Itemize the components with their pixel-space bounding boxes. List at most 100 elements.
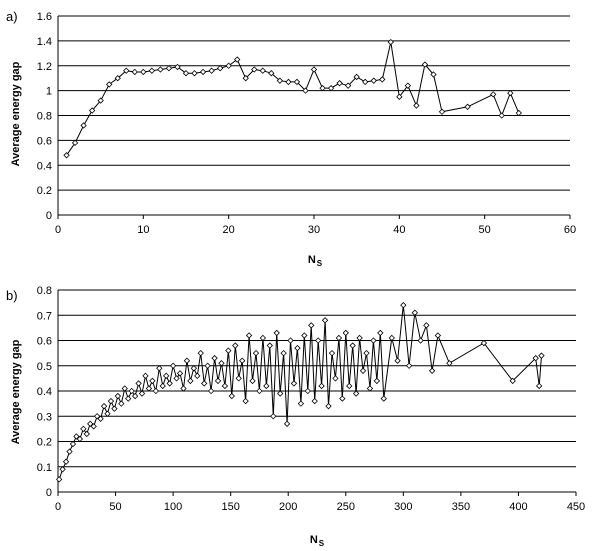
chart-b-data-point: [304, 387, 311, 395]
chart-b-data-point: [207, 387, 215, 395]
chart-b-data-point: [259, 334, 267, 342]
chart-b-data-point: [434, 332, 442, 339]
chart-b-data-point: [173, 375, 180, 382]
chart-b-y-tick-label: 0.4: [37, 386, 52, 398]
chart-b-y-tick-label: 0: [46, 487, 52, 499]
chart-a-data-point: [63, 152, 70, 159]
chart-a-data-point: [413, 102, 420, 109]
chart-b-y-tick-label: 0.2: [37, 437, 52, 449]
chart-b-x-axis-label-sub: S: [319, 539, 325, 548]
chart-b-data-point: [73, 433, 80, 440]
chart-b-y-tick-label: 0.7: [37, 310, 52, 322]
chart-a-x-tick-label: 10: [137, 224, 149, 236]
chart-a-data-point: [507, 89, 514, 97]
chart-a-data-point: [327, 84, 335, 92]
chart-a-y-tick-label: 1.4: [37, 36, 52, 48]
chart-b-data-point: [128, 387, 135, 395]
chart-b-data-point: [221, 382, 229, 390]
chart-b-data-point: [321, 317, 329, 324]
chart-a-data-point: [88, 107, 96, 114]
chart-b-data-point: [411, 309, 419, 316]
chart-b-data-point: [366, 385, 374, 392]
chart-a-data-point: [464, 103, 471, 110]
chart-b-data-point: [163, 372, 170, 380]
chart-a-data-point: [319, 84, 326, 92]
chart-b-data-point: [138, 390, 146, 397]
chart-b-x-tick-label: 50: [109, 501, 121, 513]
chart-b-x-tick-label: 300: [394, 501, 412, 513]
chart-b-data-point: [194, 372, 201, 380]
chart-b-x-axis-label: NS: [310, 534, 325, 548]
chart-a-x-axis-label-sub: S: [317, 259, 323, 268]
chart-b-data-point: [176, 370, 184, 377]
chart-b-data-point: [388, 334, 395, 342]
chart-a-data-point: [310, 66, 318, 73]
chart-a-panel-label: a): [6, 9, 18, 24]
chart-b-data-point: [218, 360, 225, 367]
chart-b-data-point: [428, 367, 436, 374]
chart-a-x-axis-label-main: N: [308, 254, 316, 266]
chart-a-data-point: [191, 70, 198, 77]
chart-a-y-tick-label: 0.6: [37, 135, 52, 147]
chart-b-y-axis-label: Average energy gap: [10, 339, 22, 444]
chart-b-data-point: [446, 360, 453, 367]
chart-b-data-point: [204, 362, 211, 369]
chart-b-data-point: [252, 349, 260, 357]
chart-b-data-point: [405, 362, 413, 369]
chart-b-data-point: [370, 337, 377, 344]
chart-b-y-tick-label: 0.5: [37, 361, 52, 373]
chart-b-x-tick-label: 200: [279, 501, 297, 513]
chart-a-data-point: [114, 75, 121, 82]
chart-b-data-point: [180, 385, 187, 392]
chart-b-data-point: [159, 382, 166, 390]
chart-a-data-point: [344, 82, 352, 89]
chart-b-data-point: [297, 400, 305, 407]
chart-b-data-point: [118, 400, 125, 407]
chart-b-data-point: [69, 440, 77, 448]
chart-b-data-point: [183, 357, 191, 364]
chart-b-data-point: [363, 349, 370, 357]
chart-a-data-point: [302, 87, 309, 94]
chart-b-data-point: [417, 337, 424, 344]
chart-b-data-point: [273, 329, 280, 337]
chart-a: a) Average energy gap NS 0 0.2 0.4 0.6 0.8 1 1…: [6, 9, 576, 268]
chart-a-data-point: [276, 77, 284, 84]
chart-b-data-point: [423, 322, 430, 329]
chart-b-data-point: [342, 329, 349, 337]
chart-b-x-tick-label: 0: [55, 501, 61, 513]
chart-b-data-point: [276, 390, 284, 397]
chart-a-y-tick-label: 1.6: [37, 11, 52, 23]
chart-a-data-point: [404, 82, 412, 89]
chart-a-data-point: [148, 67, 156, 74]
chart-a-data-point: [199, 68, 207, 76]
chart-b-data-point: [145, 385, 153, 392]
chart-b-data-point: [62, 458, 70, 465]
chart-a-data-point: [353, 73, 360, 81]
chart-b-data-point: [211, 355, 218, 362]
chart-a-data-point: [251, 66, 258, 73]
chart-a-data-point: [379, 76, 386, 83]
chart-b-data-point: [335, 334, 343, 342]
chart-a-x-tick-label: 30: [308, 224, 320, 236]
chart-b-data-point: [131, 392, 139, 400]
chart-b-data-point: [190, 365, 197, 372]
chart-b-data-point: [242, 397, 249, 405]
chart-b-data-point: [538, 352, 545, 359]
chart-a-y-tick-label: 1: [46, 86, 52, 98]
chart-b-data-point: [90, 423, 97, 430]
chart-b-data-point: [314, 337, 322, 344]
chart-b-data-point: [235, 375, 242, 382]
chart-a-data-point: [259, 67, 266, 74]
chart-a-y-axis-label: Average energy gap: [10, 61, 22, 166]
chart-a-data-point: [515, 109, 522, 117]
chart-a-data-point: [336, 79, 343, 87]
chart-b-data-point: [325, 402, 332, 410]
chart-b-data-point: [380, 395, 387, 402]
chart-b-data-point: [59, 466, 66, 473]
chart-a-data-point: [268, 70, 275, 77]
chart-b-data-point: [83, 430, 90, 438]
chart-a-data-point: [430, 71, 437, 78]
chart-b-data-point: [394, 357, 401, 364]
chart-b-x-tick-label: 150: [221, 501, 239, 513]
